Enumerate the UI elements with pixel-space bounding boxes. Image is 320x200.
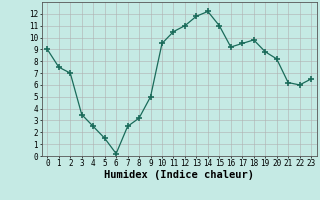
X-axis label: Humidex (Indice chaleur): Humidex (Indice chaleur) (104, 170, 254, 180)
